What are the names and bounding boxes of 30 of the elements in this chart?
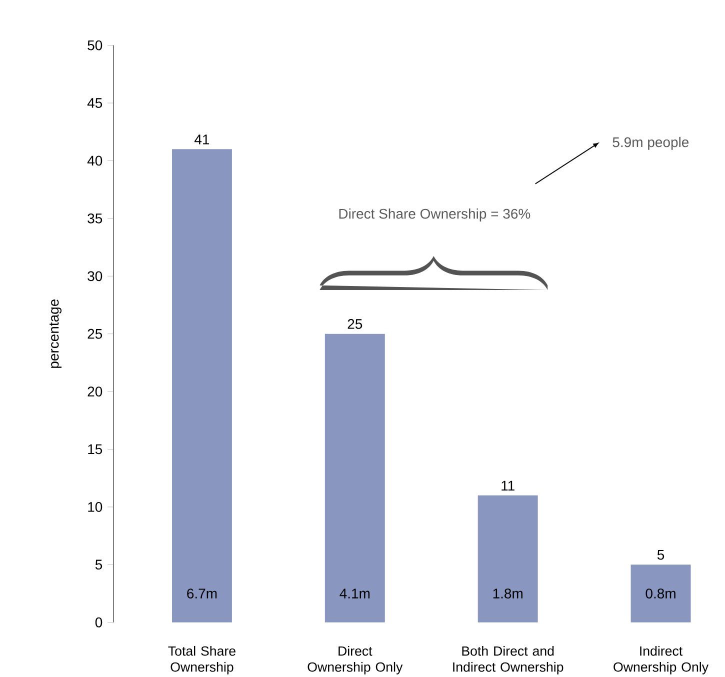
- data-label: 11: [502, 480, 514, 490]
- y-tick-label: 10: [88, 502, 102, 512]
- y-tick-label: 40: [87, 156, 102, 166]
- y-tick-label: 25: [88, 328, 102, 339]
- y-tick-label: 20: [88, 386, 102, 397]
- annotation: 5.9m people: [612, 136, 689, 150]
- data-label: 25: [348, 319, 362, 329]
- bar: [478, 495, 538, 622]
- data-label: 5: [657, 550, 664, 560]
- x-tick-label: Total Share Ownership: [168, 646, 236, 674]
- x-tick-label: Direct Ownership Only: [308, 646, 403, 674]
- x-tick-label: Indirect Ownership Only: [614, 646, 709, 674]
- annotation: 4.1m: [340, 588, 370, 598]
- y-tick-label: 30: [88, 271, 102, 282]
- annotation: 0.8m: [646, 588, 676, 598]
- bar: [324, 334, 385, 622]
- annotation: 1.8m: [493, 588, 522, 598]
- y-tick-label: 35: [88, 213, 102, 224]
- y-axis-title: percentage: [50, 299, 62, 368]
- annotation: Direct Share Ownership = 36%: [339, 208, 530, 222]
- y-tick-label: 0: [95, 617, 102, 628]
- y-tick-label: 50: [88, 40, 102, 50]
- y-tick-label: 45: [87, 98, 102, 108]
- bar: [630, 564, 691, 622]
- data-label: 41: [194, 134, 210, 144]
- y-tick-label: 5: [95, 560, 102, 570]
- annotation: 6.7m: [187, 588, 217, 598]
- y-tick-label: 15: [88, 444, 102, 454]
- x-tick-label: Both Direct and Indirect Ownership: [453, 646, 564, 674]
- bar: [172, 149, 232, 622]
